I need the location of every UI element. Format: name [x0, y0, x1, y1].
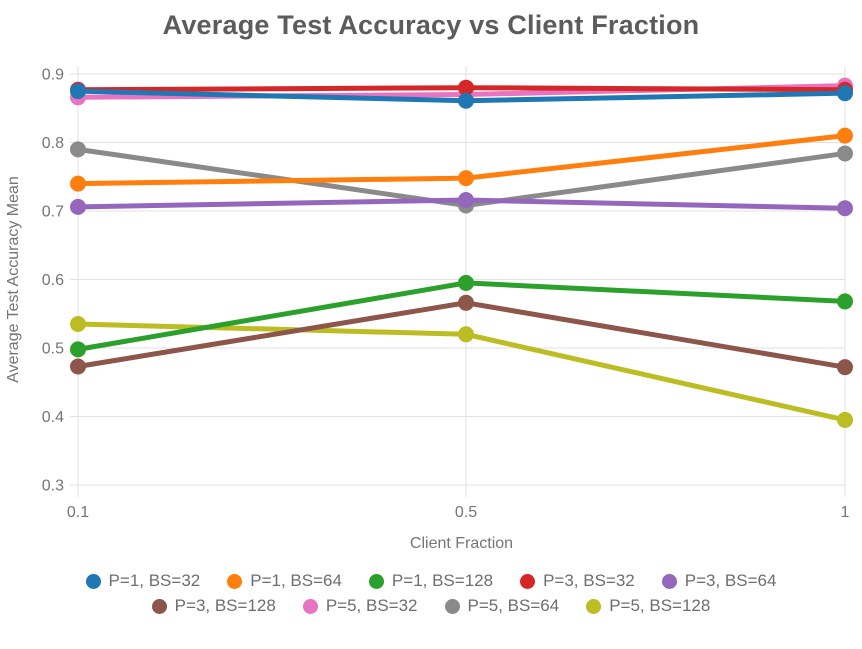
- data-point[interactable]: [837, 200, 853, 217]
- y-tick-label: 0.6: [42, 272, 64, 289]
- legend-marker-icon: [151, 598, 167, 614]
- legend-label: P=1, BS=64: [250, 571, 342, 590]
- data-point[interactable]: [70, 175, 86, 192]
- x-tick-label: 0.1: [67, 504, 89, 521]
- y-tick-label: 0.3: [42, 478, 64, 495]
- legend-marker-icon: [520, 573, 536, 589]
- series-P=1, BS=128: [70, 274, 853, 358]
- data-point[interactable]: [837, 85, 853, 102]
- legend-item-p3-bs64[interactable]: P=3, BS=64: [661, 571, 777, 591]
- legend-item-p3-bs32[interactable]: P=3, BS=32: [520, 571, 635, 591]
- y-axis-title: Average Test Accuracy Mean: [5, 176, 22, 383]
- data-point[interactable]: [837, 359, 853, 376]
- x-tick-label: 0.5: [455, 504, 477, 521]
- legend-marker-icon: [302, 598, 318, 614]
- legend-item-p1-bs128[interactable]: P=1, BS=128: [368, 571, 494, 591]
- line-chart-canvas[interactable]: 0.9 0.8 0.7 0.6 0.5 0.4 0.30.1 0.5 1 Client Fract…: [0, 0, 862, 562]
- data-point[interactable]: [70, 341, 86, 358]
- legend-label: P=1, BS=32: [108, 571, 201, 590]
- series-P=1, BS=64: [70, 127, 853, 192]
- data-point[interactable]: [70, 358, 86, 375]
- data-point[interactable]: [458, 274, 474, 291]
- data-point[interactable]: [837, 293, 853, 310]
- legend-row-1: P=1, BS=32 P=1, BS=64 P=1, BS=128 P=3, B…: [85, 571, 777, 591]
- y-tick-label: 0.9: [42, 67, 64, 84]
- legend-label: P=5, BS=128: [609, 596, 711, 615]
- data-point[interactable]: [837, 145, 853, 162]
- x-axis-title: Client Fraction: [410, 535, 513, 552]
- legend-item-p5-bs32[interactable]: P=5, BS=32: [302, 596, 418, 616]
- series-P=3, BS=64: [70, 192, 853, 217]
- data-point[interactable]: [458, 170, 474, 187]
- legend-label: P=3, BS=128: [174, 596, 276, 615]
- legend-marker-icon: [368, 573, 384, 589]
- legend-item-p5-bs64[interactable]: P=5, BS=64: [444, 596, 560, 616]
- legend-marker-icon: [586, 598, 602, 614]
- legend-label: P=5, BS=64: [467, 596, 560, 615]
- data-point[interactable]: [70, 83, 86, 100]
- legend-label: P=3, BS=32: [543, 571, 635, 590]
- y-tick-label: 0.7: [42, 204, 64, 221]
- legend-item-p1-bs64[interactable]: P=1, BS=64: [227, 571, 342, 591]
- legend-marker-icon: [85, 573, 101, 589]
- legend-label: P=3, BS=64: [684, 571, 777, 590]
- data-point[interactable]: [70, 141, 86, 158]
- legend-item-p5-bs128[interactable]: P=5, BS=128: [586, 596, 710, 616]
- chart-title: Average Test Accuracy vs Client Fraction: [162, 10, 700, 40]
- legend-marker-icon: [661, 573, 677, 589]
- chart-legend: P=1, BS=32 P=1, BS=64 P=1, BS=128 P=3, B…: [0, 571, 862, 616]
- legend-item-p3-bs128[interactable]: P=3, BS=128: [151, 596, 276, 616]
- legend-label: P=5, BS=32: [325, 596, 418, 615]
- legend-marker-icon: [444, 598, 460, 614]
- data-point[interactable]: [70, 198, 86, 215]
- data-point[interactable]: [837, 411, 853, 428]
- series-P=1, BS=32: [70, 83, 853, 109]
- series-P=3, BS=128: [70, 294, 853, 376]
- data-point[interactable]: [458, 79, 474, 96]
- data-point[interactable]: [70, 316, 86, 333]
- data-point[interactable]: [458, 294, 474, 311]
- y-tick-label: 0.5: [42, 341, 64, 358]
- legend-marker-icon: [227, 573, 243, 589]
- y-tick-label: 0.4: [42, 409, 64, 426]
- legend-label: P=1, BS=128: [391, 571, 494, 590]
- x-tick-label: 1: [841, 504, 850, 521]
- data-point[interactable]: [458, 326, 474, 343]
- legend-item-p1-bs32[interactable]: P=1, BS=32: [85, 571, 201, 591]
- legend-row-2: P=3, BS=128 P=5, BS=32 P=5, BS=64 P=5, B…: [151, 596, 710, 616]
- data-point[interactable]: [458, 92, 474, 109]
- y-tick-label: 0.8: [42, 135, 64, 152]
- data-point[interactable]: [837, 127, 853, 144]
- data-point[interactable]: [458, 192, 474, 209]
